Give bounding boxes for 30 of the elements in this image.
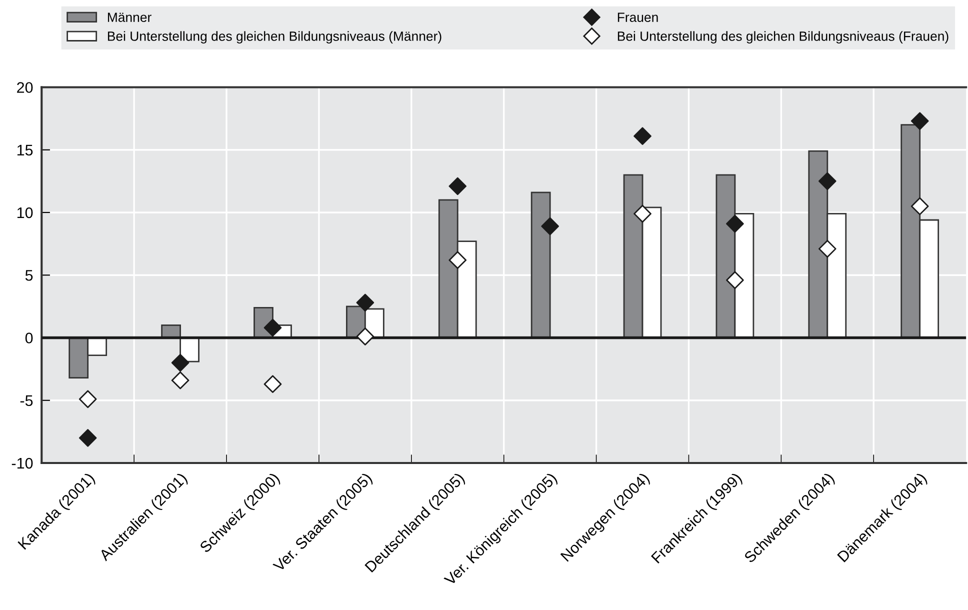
point [448, 177, 467, 196]
legend-label: Bei Unterstellung des gleichen Bildungsniveaus (Frauen) [618, 31, 948, 44]
point [356, 294, 374, 312]
point [171, 371, 190, 390]
y-tick-label: 5 [25, 270, 33, 281]
legend-label: Frauen [618, 12, 658, 22]
point [726, 214, 744, 233]
point [78, 429, 97, 447]
point [78, 390, 97, 408]
point [818, 172, 836, 190]
bar [530, 192, 551, 338]
y-tick-label: 0 [25, 332, 33, 344]
point [634, 204, 652, 223]
point [726, 271, 744, 290]
point [541, 217, 559, 236]
legend-label: Männer [108, 12, 152, 22]
y-tick-label: 10 [17, 207, 33, 218]
y-tick-label: 20 [17, 82, 33, 93]
point [634, 127, 652, 145]
y-tick-label: -5 [20, 395, 33, 406]
point [818, 240, 836, 258]
point [264, 375, 282, 393]
point [448, 251, 467, 269]
point [356, 328, 374, 346]
y-tick-label: 15 [17, 144, 33, 156]
y-tick-label: -10 [12, 458, 33, 469]
point [171, 354, 190, 372]
legend-label: Bei Unterstellung des gleichen Bildungsniveaus (Männer) [108, 31, 442, 44]
point [910, 197, 929, 216]
point [910, 112, 929, 130]
